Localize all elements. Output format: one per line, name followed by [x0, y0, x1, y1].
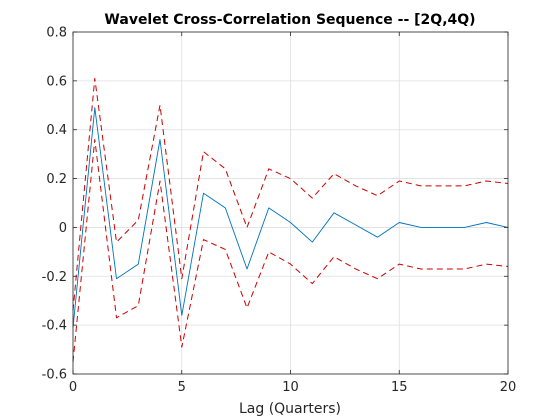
ticks: 0 5 10 15 20 -0.6 -0.4 -0.2 0 0.2 0.4 0.6 0.8 — [42, 26, 517, 396]
series-line-estimate — [72, 107, 509, 328]
y-tick-label: 0.6 — [46, 74, 67, 89]
y-tick-label: 0.2 — [46, 172, 67, 187]
chart-title: Wavelet Cross-Correlation Sequence -- [2… — [104, 12, 475, 28]
series-layer — [72, 77, 509, 362]
x-tick-label: 10 — [282, 380, 299, 395]
x-tick-label: 0 — [69, 380, 77, 395]
x-tick-label: 5 — [178, 380, 186, 395]
y-tick-label: -0.4 — [42, 319, 67, 334]
x-tick-label: 15 — [391, 380, 408, 395]
y-tick-label: -0.6 — [42, 368, 67, 383]
x-tick-label: 20 — [500, 380, 517, 395]
y-tick-label: 0.4 — [46, 123, 67, 138]
x-axis-label: Lag (Quarters) — [239, 401, 341, 417]
y-tick-label: -0.2 — [42, 270, 67, 285]
y-tick-label: 0 — [59, 221, 67, 236]
y-tick-label: 0.8 — [46, 26, 67, 41]
series-line-lower — [72, 139, 509, 362]
